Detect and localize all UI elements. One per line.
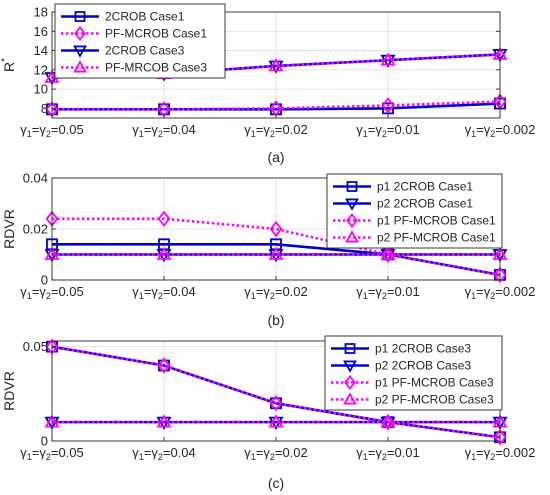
legend-label: p1 2CROB Case3 (375, 342, 471, 356)
legend-marker (346, 181, 358, 192)
x-tick-label: γ1=γ2=0.01 (356, 284, 420, 301)
x-tick-label: γ1=γ2=0.002 (465, 284, 536, 301)
panel-caption: (a) (267, 149, 284, 165)
legend-label: p2 PF-MCROB Case3 (375, 393, 494, 407)
data-point (380, 246, 396, 260)
legend-marker (343, 360, 357, 373)
legend-marker (73, 45, 87, 58)
legend-label: p2 2CROB Case1 (377, 197, 473, 211)
x-tick-label: γ1=γ2=0.02 (244, 122, 308, 139)
legend: p1 2CROB Case1 p2 2CROB Case1 p1 PF-MCROB … (326, 173, 503, 249)
x-tick-label: γ1=γ2=0.05 (20, 445, 84, 462)
data-point (381, 246, 395, 263)
data-point (156, 414, 172, 428)
legend-marker (344, 343, 356, 354)
x-tick-label: γ1=γ2=0.04 (132, 284, 196, 301)
x-tick-label: γ1=γ2=0.04 (132, 445, 196, 462)
data-point (156, 246, 172, 260)
y-axis-label: RDVR (1, 209, 17, 249)
legend: p1 2CROB Case3 p2 2CROB Case3 p1 PF-MCROB … (324, 335, 503, 411)
data-point (157, 210, 171, 228)
x-tick-label: γ1=γ2=0.02 (244, 284, 308, 301)
legend-marker (343, 392, 357, 405)
legend-marker (344, 374, 356, 391)
y-tick-label: 14 (34, 43, 48, 58)
legend-marker (346, 212, 358, 229)
panel-c: 0 0.05 γ1=γ2=0.05 γ1=γ2=0.04 γ1=γ2=0.02 γ1=γ2… (1, 335, 536, 491)
panel-b: 0 0.02 0.04 γ1=γ2=0.05 γ1=γ2=0.04 γ1=γ2=0.02 γ… (1, 171, 535, 329)
legend-marker (74, 11, 86, 22)
data-point (380, 52, 396, 66)
y-tick-label: 0.02 (23, 222, 48, 237)
legend-label: PF-MCROB Case1 (105, 27, 207, 41)
y-tick-label: 0.04 (23, 171, 48, 186)
y-tick-label: 0 (41, 434, 48, 449)
y-tick-label: 10 (34, 82, 48, 97)
x-tick-label: γ1=γ2=0.04 (132, 122, 196, 139)
legend-label: p1 PF-MCROB Case3 (375, 376, 494, 390)
y-axis-label: RDVR (1, 371, 17, 411)
x-tick-label: γ1=γ2=0.05 (20, 284, 84, 301)
y-tick-label: 12 (34, 62, 48, 77)
legend-label: 2CROB Case3 (105, 44, 185, 58)
series-line-2 (52, 217, 501, 277)
legend-label: p1 2CROB Case1 (377, 180, 473, 194)
x-tick-label: γ1=γ2=0.01 (356, 122, 420, 139)
data-point (493, 429, 507, 446)
legend: 2CROB Case1 PF-MCROB Case1 2CROB Case3 PF-M… (54, 3, 226, 79)
legend-label: p2 PF-MCROB Case1 (377, 231, 496, 245)
data-point (382, 102, 394, 115)
y-tick-label: 0 (41, 273, 48, 288)
y-tick-label: 16 (34, 24, 48, 39)
data-point (494, 97, 506, 110)
data-point (268, 414, 284, 428)
y-tick-label: 8 (41, 101, 48, 116)
series-line-2 (51, 345, 501, 439)
x-tick-label: γ1=γ2=0.002 (465, 122, 536, 139)
series-line-0 (52, 102, 501, 111)
data-point (269, 220, 283, 238)
panel-caption: (c) (268, 475, 284, 491)
data-point (380, 414, 396, 428)
legend-marker (345, 198, 359, 211)
y-tick-label: 0.05 (23, 339, 48, 354)
panel-a: 8 10 12 14 16 18 γ1=γ2=0.05 γ1=γ2=0.04 γ1=γ2=0.0… (0, 3, 536, 165)
x-tick-label: γ1=γ2=0.01 (356, 445, 420, 462)
legend-marker (345, 230, 359, 243)
legend-label: PF-MRCOB Case3 (105, 61, 207, 75)
data-point (381, 413, 395, 431)
legend-label: p2 2CROB Case3 (375, 359, 471, 373)
y-axis-label: R* (0, 58, 17, 72)
x-tick-label: γ1=γ2=0.002 (465, 445, 536, 462)
legend-label: 2CROB Case1 (105, 10, 185, 24)
x-tick-label: γ1=γ2=0.05 (20, 122, 84, 139)
legend-marker (74, 25, 86, 42)
data-point (157, 357, 171, 374)
legend-marker (73, 60, 87, 73)
legend-label: p1 PF-MCROB Case1 (377, 214, 496, 228)
y-tick-label: 18 (34, 5, 48, 20)
data-point (269, 395, 283, 412)
data-point (381, 97, 395, 114)
x-tick-label: γ1=γ2=0.02 (244, 445, 308, 462)
data-point (268, 58, 284, 72)
data-point (268, 246, 284, 260)
panel-caption: (b) (267, 312, 284, 328)
data-point (493, 266, 507, 284)
